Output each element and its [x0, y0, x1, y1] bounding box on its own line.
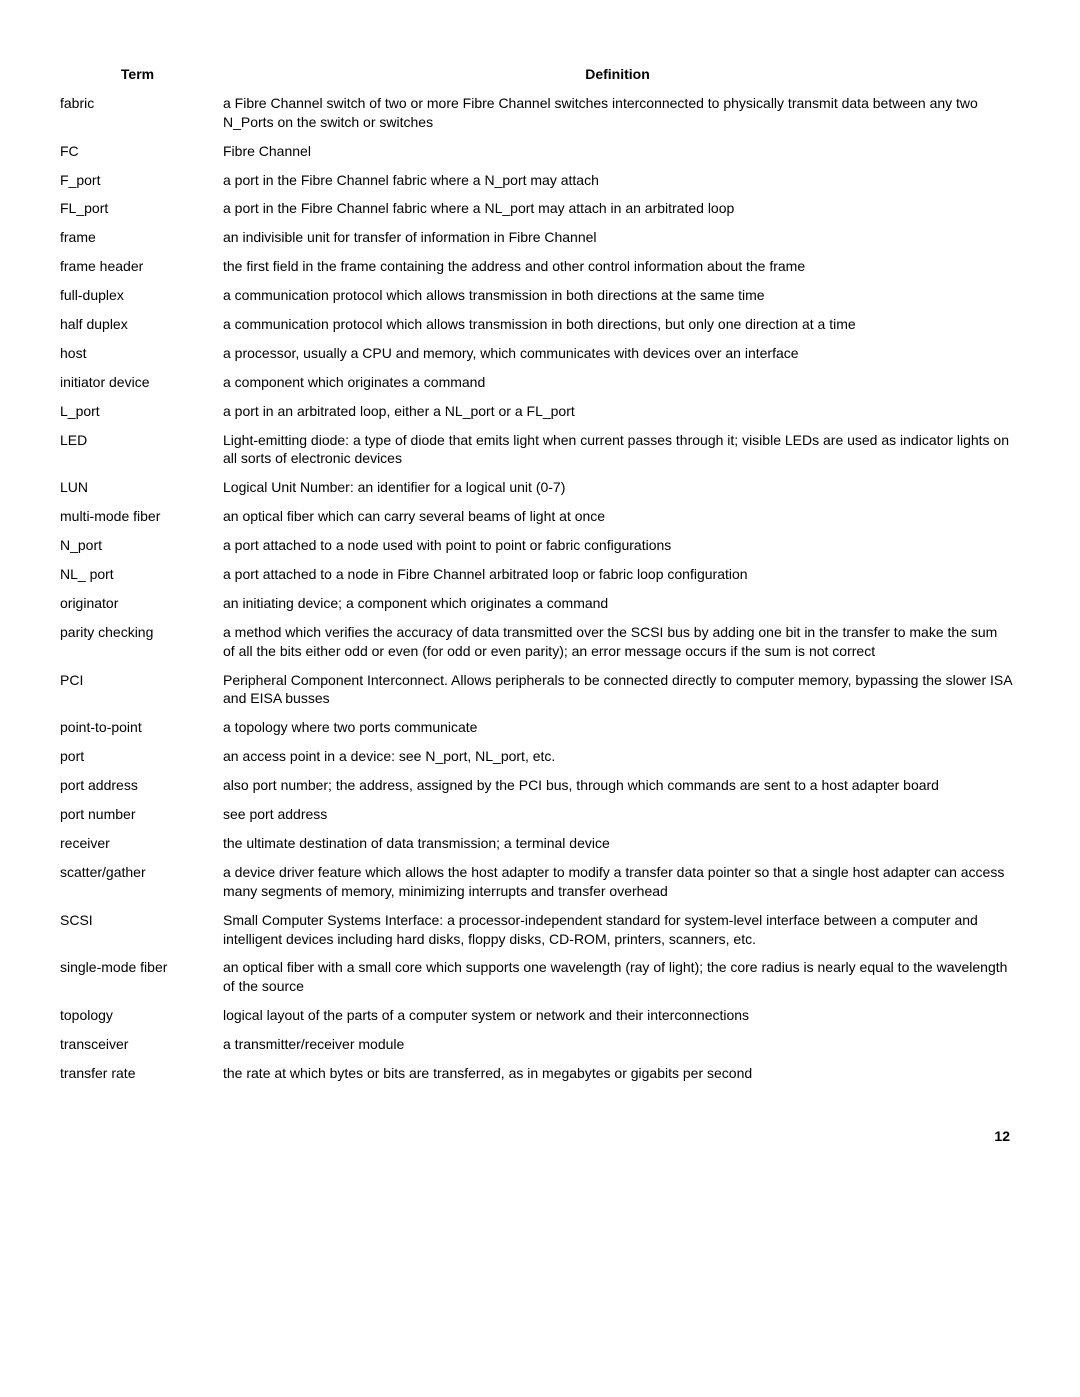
table-row: NL_ porta port attached to a node in Fib… [60, 560, 1020, 589]
table-row: multi-mode fiberan optical fiber which c… [60, 502, 1020, 531]
header-definition: Definition [223, 60, 1020, 89]
definition-cell: an access point in a device: see N_port,… [223, 742, 1020, 771]
table-row: single-mode fiberan optical fiber with a… [60, 953, 1020, 1001]
term-cell: L_port [60, 397, 223, 426]
term-cell: FL_port [60, 194, 223, 223]
table-row: SCSISmall Computer Systems Interface: a … [60, 906, 1020, 954]
definition-cell: a port attached to a node used with poin… [223, 531, 1020, 560]
term-cell: F_port [60, 166, 223, 195]
definition-cell: Small Computer Systems Interface: a proc… [223, 906, 1020, 954]
definition-cell: a topology where two ports communicate [223, 713, 1020, 742]
definition-cell: a method which verifies the accuracy of … [223, 618, 1020, 666]
table-row: initiator devicea component which origin… [60, 368, 1020, 397]
header-term: Term [60, 60, 223, 89]
term-cell: frame header [60, 252, 223, 281]
term-cell: frame [60, 223, 223, 252]
definition-cell: a port in an arbitrated loop, either a N… [223, 397, 1020, 426]
term-cell: host [60, 339, 223, 368]
table-row: transfer ratethe rate at which bytes or … [60, 1059, 1020, 1088]
table-row: FCFibre Channel [60, 137, 1020, 166]
definition-cell: the ultimate destination of data transmi… [223, 829, 1020, 858]
definition-cell: an optical fiber which can carry several… [223, 502, 1020, 531]
table-row: framean indivisible unit for transfer of… [60, 223, 1020, 252]
term-cell: SCSI [60, 906, 223, 954]
table-row: port addressalso port number; the addres… [60, 771, 1020, 800]
term-cell: port number [60, 800, 223, 829]
term-cell: PCI [60, 666, 223, 714]
term-cell: port address [60, 771, 223, 800]
table-row: frame headerthe first field in the frame… [60, 252, 1020, 281]
glossary-table: Term Definition fabrica Fibre Channel sw… [60, 60, 1020, 1088]
table-row: topologylogical layout of the parts of a… [60, 1001, 1020, 1030]
definition-cell: Light-emitting diode: a type of diode th… [223, 426, 1020, 474]
table-row: scatter/gathera device driver feature wh… [60, 858, 1020, 906]
term-cell: point-to-point [60, 713, 223, 742]
table-row: L_porta port in an arbitrated loop, eith… [60, 397, 1020, 426]
table-row: fabrica Fibre Channel switch of two or m… [60, 89, 1020, 137]
term-cell: N_port [60, 531, 223, 560]
definition-cell: logical layout of the parts of a compute… [223, 1001, 1020, 1030]
term-cell: NL_ port [60, 560, 223, 589]
definition-cell: an initiating device; a component which … [223, 589, 1020, 618]
definition-cell: Fibre Channel [223, 137, 1020, 166]
definition-cell: Logical Unit Number: an identifier for a… [223, 473, 1020, 502]
term-cell: single-mode fiber [60, 953, 223, 1001]
definition-cell: an indivisible unit for transfer of info… [223, 223, 1020, 252]
definition-cell: a processor, usually a CPU and memory, w… [223, 339, 1020, 368]
table-row: LEDLight-emitting diode: a type of diode… [60, 426, 1020, 474]
definition-cell: a Fibre Channel switch of two or more Fi… [223, 89, 1020, 137]
term-cell: port [60, 742, 223, 771]
term-cell: FC [60, 137, 223, 166]
term-cell: LED [60, 426, 223, 474]
term-cell: transfer rate [60, 1059, 223, 1088]
term-cell: LUN [60, 473, 223, 502]
table-row: originatoran initiating device; a compon… [60, 589, 1020, 618]
term-cell: initiator device [60, 368, 223, 397]
table-row: N_porta port attached to a node used wit… [60, 531, 1020, 560]
definition-cell: also port number; the address, assigned … [223, 771, 1020, 800]
table-row: LUNLogical Unit Number: an identifier fo… [60, 473, 1020, 502]
table-row: parity checkinga method which verifies t… [60, 618, 1020, 666]
table-row: point-to-pointa topology where two ports… [60, 713, 1020, 742]
term-cell: topology [60, 1001, 223, 1030]
table-row: FL_porta port in the Fibre Channel fabri… [60, 194, 1020, 223]
table-row: full-duplexa communication protocol whic… [60, 281, 1020, 310]
definition-cell: Peripheral Component Interconnect. Allow… [223, 666, 1020, 714]
table-row: half duplexa communication protocol whic… [60, 310, 1020, 339]
definition-cell: an optical fiber with a small core which… [223, 953, 1020, 1001]
term-cell: scatter/gather [60, 858, 223, 906]
term-cell: half duplex [60, 310, 223, 339]
table-row: F_porta port in the Fibre Channel fabric… [60, 166, 1020, 195]
term-cell: originator [60, 589, 223, 618]
term-cell: fabric [60, 89, 223, 137]
table-row: receiverthe ultimate destination of data… [60, 829, 1020, 858]
definition-cell: the rate at which bytes or bits are tran… [223, 1059, 1020, 1088]
table-row: portan access point in a device: see N_p… [60, 742, 1020, 771]
term-cell: multi-mode fiber [60, 502, 223, 531]
definition-cell: the first field in the frame containing … [223, 252, 1020, 281]
table-row: transceivera transmitter/receiver module [60, 1030, 1020, 1059]
definition-cell: a port in the Fibre Channel fabric where… [223, 166, 1020, 195]
definition-cell: a communication protocol which allows tr… [223, 281, 1020, 310]
table-row: PCIPeripheral Component Interconnect. Al… [60, 666, 1020, 714]
table-row: hosta processor, usually a CPU and memor… [60, 339, 1020, 368]
definition-cell: a component which originates a command [223, 368, 1020, 397]
page-number: 12 [60, 1128, 1020, 1144]
definition-cell: see port address [223, 800, 1020, 829]
term-cell: transceiver [60, 1030, 223, 1059]
definition-cell: a port attached to a node in Fibre Chann… [223, 560, 1020, 589]
definition-cell: a transmitter/receiver module [223, 1030, 1020, 1059]
definition-cell: a communication protocol which allows tr… [223, 310, 1020, 339]
term-cell: parity checking [60, 618, 223, 666]
table-row: port numbersee port address [60, 800, 1020, 829]
term-cell: receiver [60, 829, 223, 858]
definition-cell: a device driver feature which allows the… [223, 858, 1020, 906]
term-cell: full-duplex [60, 281, 223, 310]
definition-cell: a port in the Fibre Channel fabric where… [223, 194, 1020, 223]
